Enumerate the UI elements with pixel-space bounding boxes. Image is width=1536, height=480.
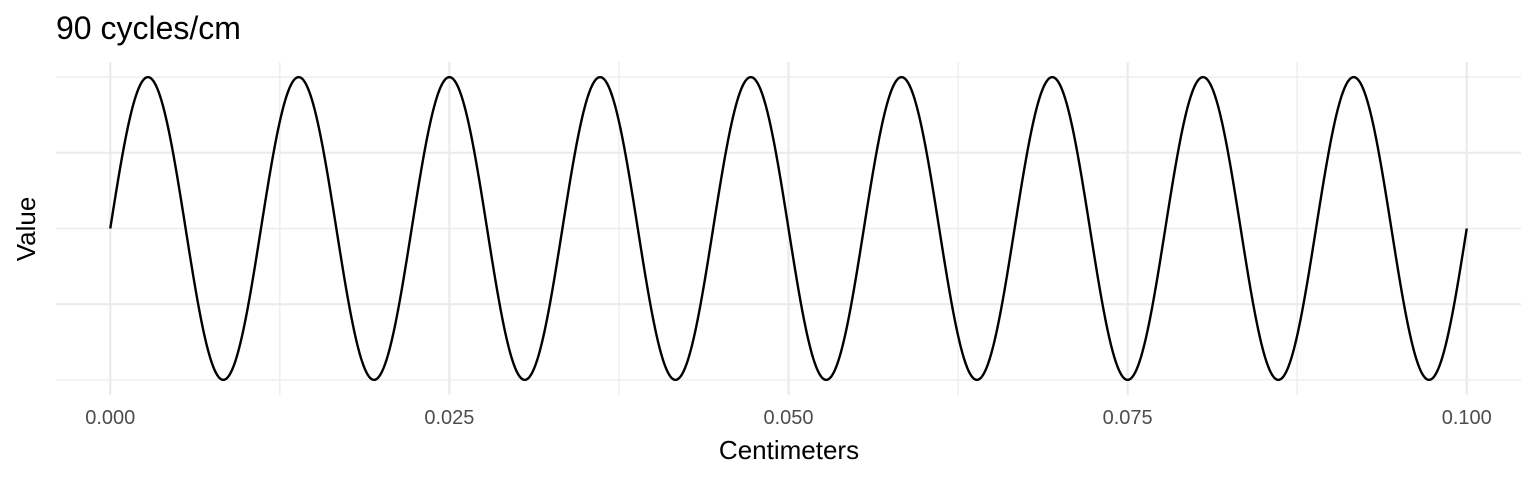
chart-title: 90 cycles/cm: [56, 10, 241, 46]
sine-wave-line: [109, 75, 1468, 382]
x-tick-label: 0.025: [424, 407, 474, 429]
series-layer: [109, 75, 1468, 382]
x-tick-label: 0.075: [1103, 407, 1153, 429]
x-tick-label: 0.100: [1442, 407, 1492, 429]
x-tick-label: 0.000: [85, 407, 135, 429]
y-axis-label: Value: [11, 197, 41, 262]
x-axis-label: Centimeters: [719, 435, 859, 465]
x-tick-label: 0.050: [763, 407, 813, 429]
x-tick-labels: 0.000 0.025 0.050 0.075 0.100: [85, 407, 1492, 429]
